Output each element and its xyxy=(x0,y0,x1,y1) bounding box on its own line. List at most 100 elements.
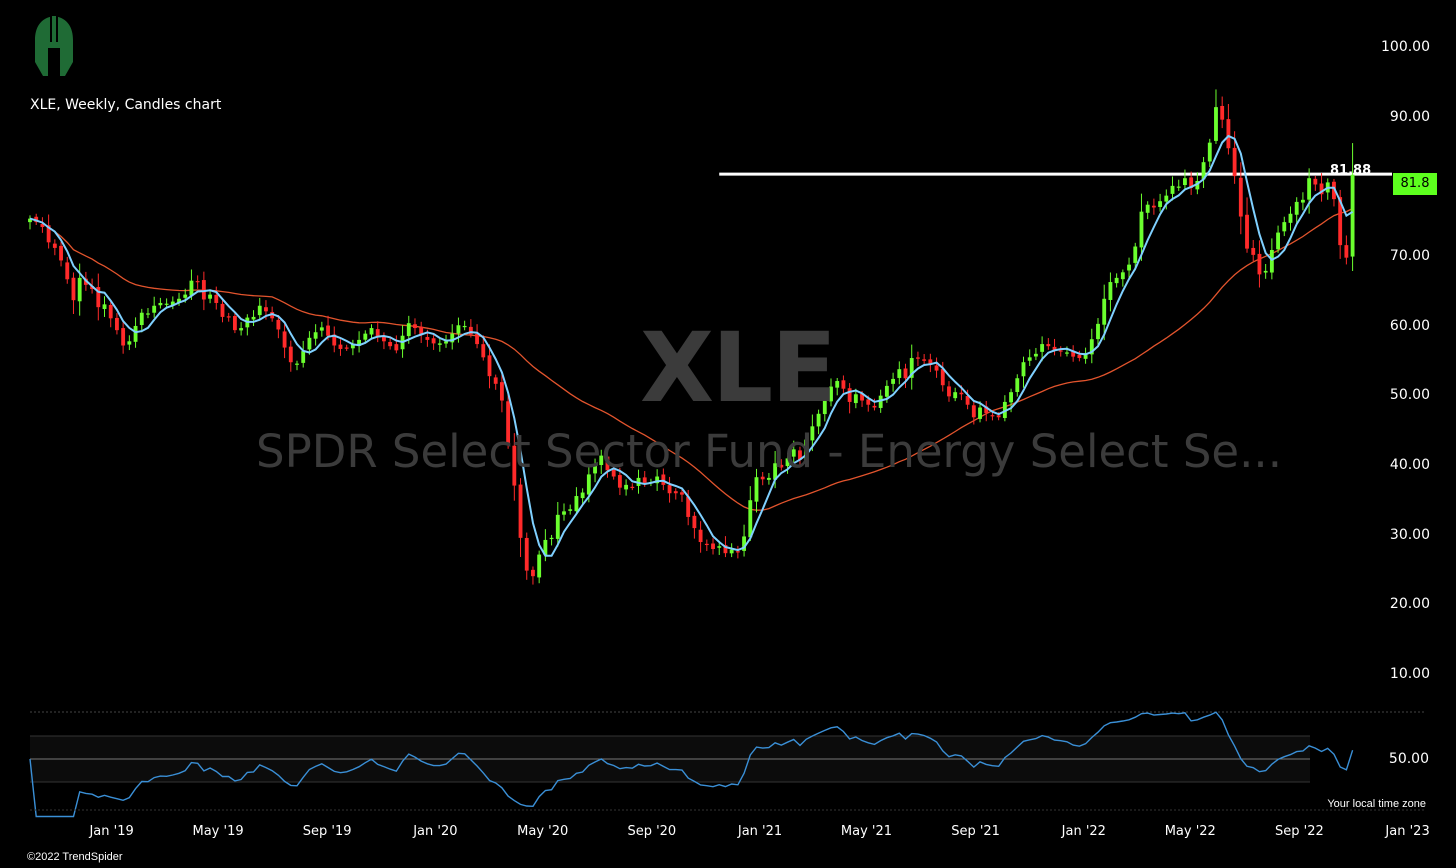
candle-body xyxy=(773,463,778,480)
candle-body xyxy=(568,509,573,511)
candle-body xyxy=(146,313,150,315)
candle-body xyxy=(288,346,293,363)
candle-body xyxy=(1201,162,1206,180)
candle-body xyxy=(599,455,604,466)
candle-body xyxy=(506,401,511,446)
candle-body xyxy=(1294,201,1299,215)
candle-body xyxy=(1158,201,1163,207)
candle-body xyxy=(940,369,945,386)
candle-body xyxy=(344,347,349,349)
candle-body xyxy=(934,365,939,371)
candle-body xyxy=(555,514,560,539)
candle-body xyxy=(754,477,759,502)
candle-body xyxy=(444,341,448,344)
candle-body xyxy=(909,358,914,378)
candle-body xyxy=(90,286,95,290)
candle-body xyxy=(518,484,523,538)
candle-body xyxy=(1282,222,1287,232)
timezone-label[interactable]: Your local time zone xyxy=(1327,798,1426,810)
x-tick-label: Jan '19 xyxy=(89,824,134,839)
candle-body xyxy=(369,328,374,335)
candle-body xyxy=(1120,272,1125,280)
candle-body xyxy=(338,344,343,349)
candle-body xyxy=(133,325,138,342)
candle-body xyxy=(363,333,368,340)
candle-body xyxy=(326,325,330,336)
candle-body xyxy=(1127,264,1131,271)
candle-body xyxy=(1071,350,1076,357)
candle-body xyxy=(984,406,989,414)
candle-body xyxy=(922,359,927,361)
x-tick-label: Jan '20 xyxy=(413,824,458,839)
candle-body xyxy=(624,484,629,490)
candle-body xyxy=(729,549,734,554)
candle-body xyxy=(115,317,119,331)
fast-moving-average-line xyxy=(29,134,1354,557)
candle-body xyxy=(574,496,579,512)
x-tick-label: May '22 xyxy=(1164,824,1216,839)
candle-body xyxy=(170,301,175,306)
candle-body xyxy=(332,334,337,346)
candle-body xyxy=(1183,178,1187,186)
candle-body xyxy=(996,415,1001,418)
candle-body xyxy=(829,386,833,402)
candle-body xyxy=(791,449,796,457)
candle-body xyxy=(282,331,287,348)
candle-body xyxy=(214,294,219,303)
candle-body xyxy=(1108,282,1113,300)
watermark-symbol: XLE xyxy=(640,312,837,424)
candle-body xyxy=(580,492,585,499)
candle-body xyxy=(46,225,51,243)
candle-body xyxy=(1009,392,1013,403)
candle-body xyxy=(1245,214,1249,249)
candle-body xyxy=(462,325,467,328)
candle-body xyxy=(1139,211,1144,248)
candle-body xyxy=(450,333,455,343)
candle-body xyxy=(1257,253,1262,275)
candle-body xyxy=(853,394,858,404)
x-tick-label: Sep '20 xyxy=(627,824,677,839)
candle-body xyxy=(1176,186,1181,188)
copyright-text: ©2022 TrendSpider xyxy=(27,851,123,863)
candle-body xyxy=(655,476,660,484)
candle-body xyxy=(1058,350,1063,352)
candle-body xyxy=(1170,185,1175,194)
candle-body xyxy=(158,302,163,306)
candle-body xyxy=(847,388,852,402)
candle-body xyxy=(437,343,442,345)
candle-body xyxy=(1214,107,1218,141)
candle-body xyxy=(493,377,498,384)
candle-body xyxy=(605,456,610,471)
candle-body xyxy=(766,477,771,480)
candle-body xyxy=(1332,181,1336,200)
candle-body xyxy=(177,298,181,303)
level-label: 81.88 xyxy=(1330,163,1372,178)
candle-body xyxy=(388,341,393,347)
candle-body xyxy=(468,326,473,335)
candle-body xyxy=(611,469,616,477)
x-tick-label: Sep '21 xyxy=(951,824,1000,839)
rsi-tick-label: 50.00 xyxy=(1388,751,1429,767)
candle-body xyxy=(152,305,157,313)
x-tick-label: May '20 xyxy=(517,824,569,839)
candle-body xyxy=(866,399,871,405)
candle-body xyxy=(748,500,753,538)
candle-body xyxy=(220,303,225,317)
candle-body xyxy=(121,328,126,346)
candle-body xyxy=(1077,354,1082,359)
candle-body xyxy=(1002,401,1007,418)
y-tick-label: 70.00 xyxy=(1389,247,1430,264)
y-tick-label: 40.00 xyxy=(1389,457,1430,474)
candle-body xyxy=(630,486,635,489)
candle-body xyxy=(779,464,784,468)
y-tick-label: 50.00 xyxy=(1389,387,1430,404)
candle-body xyxy=(431,338,436,344)
candle-body xyxy=(195,281,200,283)
candle-body xyxy=(959,392,964,395)
candle-body xyxy=(419,326,424,336)
candle-body xyxy=(928,359,933,365)
candle-body xyxy=(872,405,877,408)
candle-body xyxy=(897,369,902,378)
candle-body xyxy=(232,315,237,331)
